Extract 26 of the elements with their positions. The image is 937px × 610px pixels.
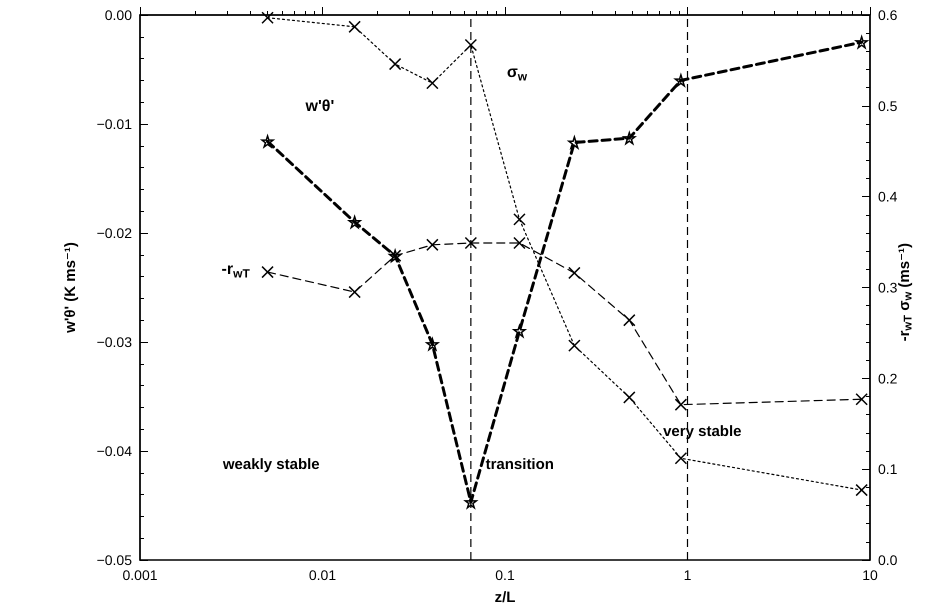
y-axis-title: w'θ' (K ms⁻¹) — [62, 242, 79, 334]
x-tick-label: 0.1 — [495, 567, 515, 583]
y2-tick-label: 0.0 — [878, 552, 898, 568]
annotation: weakly stable — [222, 456, 320, 474]
y-tick-label: −0.05 — [96, 552, 132, 568]
x-tick-label: 0.001 — [122, 567, 158, 583]
y-tick-label: −0.02 — [96, 225, 132, 241]
y-tick-label: 0.00 — [104, 7, 132, 23]
series-label: -r$_{wT}$ — [222, 261, 250, 281]
series-label: σ$_{w}$ — [506, 64, 528, 84]
y-tick-label: −0.03 — [96, 334, 132, 350]
annotation: very stable — [663, 423, 742, 440]
annotation: transition — [486, 456, 554, 474]
x-tick-label: 1 — [684, 567, 692, 583]
y2-tick-label: 0.2 — [878, 370, 898, 386]
y2-tick-label: 0.3 — [878, 280, 898, 296]
y2-tick-label: 0.4 — [878, 188, 898, 205]
y-tick-label: −0.01 — [96, 116, 132, 132]
text: w'θ' — [306, 98, 334, 116]
y2-tick-label: 0.6 — [878, 7, 898, 23]
x-axis-title: z/L — [494, 589, 516, 606]
y2-tick-label: 0.1 — [878, 461, 898, 478]
x-tick-label: 0.01 — [308, 567, 336, 583]
x-tick-label: 10 — [862, 567, 878, 583]
y-tick-label: −0.04 — [96, 443, 132, 459]
y2-tick-label: 0.5 — [878, 98, 898, 114]
